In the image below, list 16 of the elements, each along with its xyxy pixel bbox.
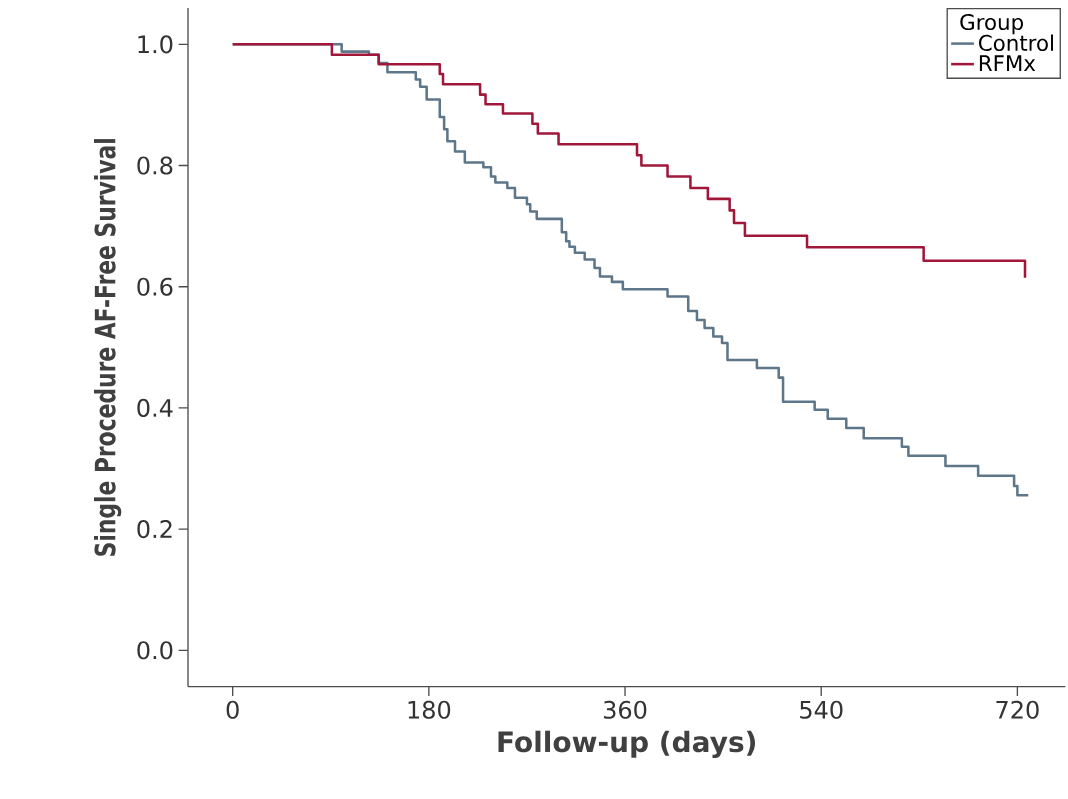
y-tick-label: 0.0 [137, 641, 173, 660]
y-tick-label: 0.4 [137, 399, 173, 418]
y-tick-label: 0.2 [137, 520, 172, 539]
x-tick-label: 0 [226, 700, 239, 720]
y-tick-label: 0.6 [137, 277, 173, 296]
legend-title: Group [960, 14, 1023, 35]
y-axis-title: Single Procedure AF-Free Survival [93, 139, 122, 557]
x-tick-label: 360 [603, 700, 647, 720]
y-tick-label: 0.8 [137, 156, 173, 175]
x-axis-title: Follow-up (days) [498, 730, 756, 759]
legend-label: Control [979, 34, 1053, 52]
x-tick-label: 180 [408, 700, 451, 720]
x-tick-label: 720 [996, 700, 1039, 720]
legend-label: RFMx [979, 55, 1036, 72]
y-tick-label: 1.0 [138, 35, 173, 54]
x-tick-label: 540 [800, 700, 843, 720]
